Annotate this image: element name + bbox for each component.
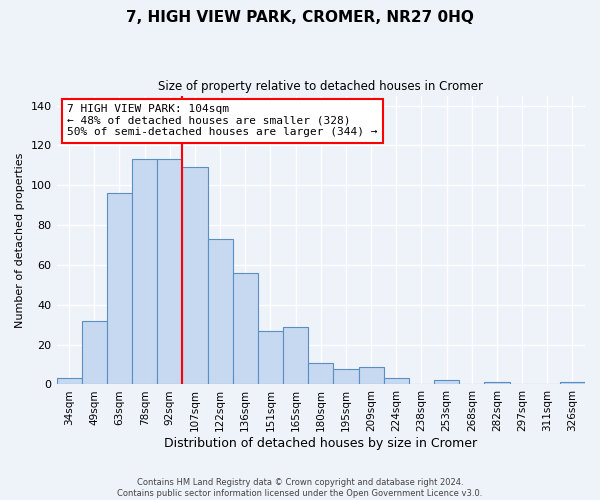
Bar: [182, 168, 208, 384]
Bar: [484, 382, 509, 384]
Bar: [157, 160, 182, 384]
Bar: [258, 330, 283, 384]
Bar: [208, 239, 233, 384]
Bar: [283, 326, 308, 384]
Title: Size of property relative to detached houses in Cromer: Size of property relative to detached ho…: [158, 80, 483, 93]
Bar: [132, 160, 157, 384]
Bar: [383, 378, 409, 384]
Bar: [233, 273, 258, 384]
Bar: [82, 320, 107, 384]
Bar: [308, 362, 334, 384]
Bar: [434, 380, 459, 384]
Bar: [560, 382, 585, 384]
Bar: [334, 368, 359, 384]
Text: 7 HIGH VIEW PARK: 104sqm
← 48% of detached houses are smaller (328)
50% of semi-: 7 HIGH VIEW PARK: 104sqm ← 48% of detach…: [67, 104, 377, 138]
Y-axis label: Number of detached properties: Number of detached properties: [15, 152, 25, 328]
Text: 7, HIGH VIEW PARK, CROMER, NR27 0HQ: 7, HIGH VIEW PARK, CROMER, NR27 0HQ: [126, 10, 474, 25]
Bar: [359, 366, 383, 384]
X-axis label: Distribution of detached houses by size in Cromer: Distribution of detached houses by size …: [164, 437, 478, 450]
Text: Contains HM Land Registry data © Crown copyright and database right 2024.
Contai: Contains HM Land Registry data © Crown c…: [118, 478, 482, 498]
Bar: [56, 378, 82, 384]
Bar: [107, 193, 132, 384]
